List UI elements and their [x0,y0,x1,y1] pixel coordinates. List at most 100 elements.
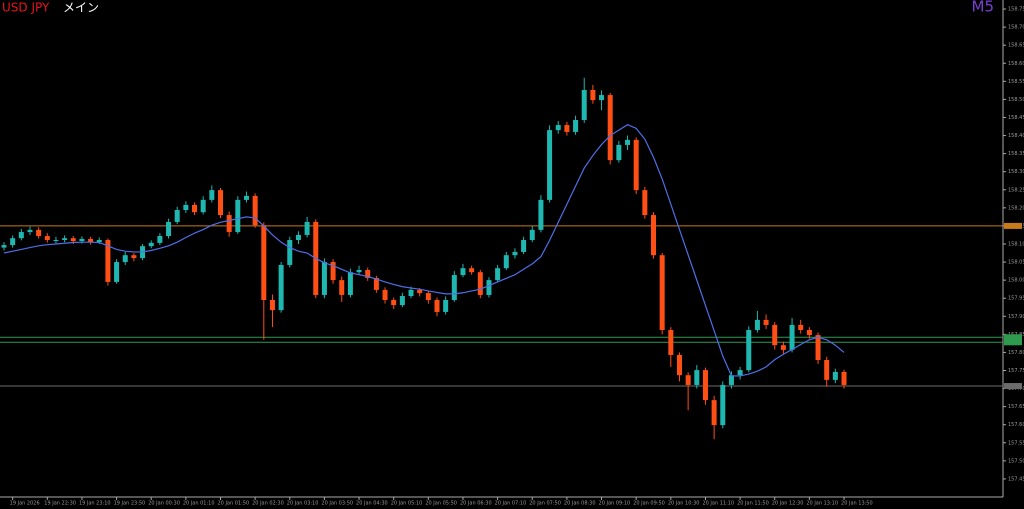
candle-body [633,139,639,191]
candle-body [668,330,674,355]
candle-body [547,130,553,200]
y-tick-label: 158.70 [1008,25,1024,31]
candle-body [62,238,68,241]
x-tick-label: 20 Jan 09:50 [633,501,665,507]
moving-average [3,124,845,377]
candle-body [148,242,154,247]
candle-body [460,268,466,276]
level-marker [1004,339,1022,346]
candle-body [789,324,795,350]
candle-body [780,345,786,350]
candle-body [131,255,137,259]
candle-body [772,324,778,346]
candle-body [607,95,613,161]
candle-body [798,324,804,331]
candle-body [200,199,206,213]
candle-body [529,229,535,241]
candle-body [702,370,708,401]
candle-body [287,240,293,265]
x-tick-label: 20 Jan 08:30 [564,501,596,507]
candle-body [269,300,275,311]
candle-body [391,300,397,306]
candle-body [321,262,327,295]
candle-body [746,330,752,371]
candle-body [806,330,812,336]
candle-body [88,238,94,243]
x-tick-label: 19 Jan 23:50 [114,501,146,507]
candle-body [521,240,527,252]
candle-body [555,125,561,131]
candle-body [512,251,518,256]
x-tick-label: 20 Jan 12:30 [772,501,804,507]
y-tick-label: 158.50 [1008,97,1024,103]
y-tick-label: 158.55 [1008,79,1024,85]
candle-body [824,360,830,380]
candle-body [243,195,249,200]
candle-body [192,204,198,213]
timeframe: M5 [972,0,995,16]
candle-body [443,300,449,312]
candle-body [616,144,622,161]
candle-body [330,262,336,281]
candle-body [105,240,111,282]
x-tick-label: 20 Jan 01:10 [183,501,215,507]
candle-body [651,215,656,256]
candle-body [399,296,405,306]
candle-body [503,255,509,269]
y-tick-label: 157.60 [1008,422,1024,428]
candle-body [10,238,16,246]
x-tick-label: 20 Jan 02:30 [252,501,284,507]
candle-body [711,400,717,426]
candle-body [564,125,570,132]
x-tick-label: 20 Jan 03:50 [321,501,353,507]
x-tick-label: 20 Jan 07:10 [495,501,527,507]
y-tick-label: 157.45 [1008,476,1024,482]
candle-body [209,190,215,200]
y-tick-label: 158.05 [1008,260,1024,266]
y-tick-label: 158.65 [1008,43,1024,49]
candle-body [382,289,388,301]
x-tick-label: 20 Jan 01:50 [218,501,250,507]
y-tick-label: 157.75 [1008,368,1024,374]
candle-body [347,272,353,295]
x-tick-label: 19 Jan 22:30 [44,501,76,507]
candle-body [278,264,284,311]
candle-body [763,319,769,325]
candle-body [235,199,241,233]
candle-body [538,199,544,230]
x-tick-label: 20 Jan 06:30 [460,501,492,507]
candle-body [295,234,301,241]
x-tick-label: 20 Jan 04:30 [356,501,388,507]
candle-body [365,270,371,278]
y-tick-label: 157.90 [1008,314,1024,320]
candle-body [737,370,743,376]
x-tick-label: 20 Jan 00:30 [148,501,180,507]
y-tick-label: 158.30 [1008,169,1024,175]
candle-body [157,236,163,243]
candle-body [659,255,665,331]
candle-body [166,221,172,237]
candle-body [44,236,50,241]
candle-body [36,229,42,237]
y-tick-label: 158.45 [1008,115,1024,121]
y-tick-label: 158.20 [1008,205,1024,211]
level-marker [1004,383,1022,390]
candle-body [469,268,475,273]
y-tick-label: 157.95 [1008,296,1024,302]
y-tick-label: 158.60 [1008,61,1024,67]
x-tick-label: 20 Jan 11:50 [737,501,769,507]
candle-body [754,319,760,331]
candle-body [477,272,483,295]
y-tick-label: 157.80 [1008,350,1024,356]
x-tick-label: 20 Jan 13:10 [806,501,838,507]
candle-body [53,240,59,242]
candle-body [122,255,128,263]
candle-body [183,204,189,211]
candle-body [70,238,76,242]
candle-body [304,221,310,235]
x-tick-label: 20 Jan 10:30 [668,501,700,507]
candle-body [417,289,423,294]
y-tick-label: 157.65 [1008,404,1024,410]
